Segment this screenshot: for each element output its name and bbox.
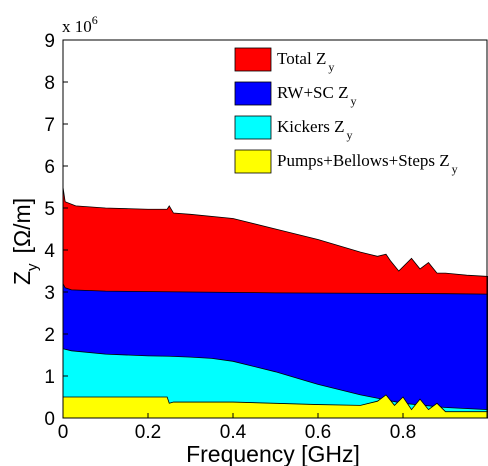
legend-swatch [234,47,272,72]
y-tick-label: 4 [44,241,55,262]
legend-swatch [234,81,272,106]
legend-swatch [234,149,272,174]
axis-ticks-group: 0 0.2 0.4 0.6 0.8 0 1 2 3 4 5 6 7 8 9 [44,31,416,443]
x-tick-label: 0.2 [135,422,161,443]
legend-swatch [234,115,272,140]
y-tick-label: 8 [44,73,55,94]
x-axis-title: Frequency [GHz] [186,441,360,466]
y-tick-label: 1 [44,367,55,388]
y-tick-label: 9 [44,31,55,52]
area-series-4 [62,394,488,419]
y-tick-label: 6 [44,157,55,178]
y-tick-label: 2 [44,325,55,346]
y-tick-label: 7 [44,115,55,136]
plot-frame [62,39,488,419]
x-tick-label: 0.6 [305,422,331,443]
y-tick-label: 0 [44,409,55,430]
area-series-group [62,186,488,419]
y-tick-label: 3 [44,283,55,304]
x-tick-label: 0.4 [220,422,247,443]
y-exponent-label: x 106 [62,13,98,36]
y-tick-label: 5 [44,199,55,220]
x-tick-label: 0.8 [390,422,416,443]
y-axis-title: Zy[Ω/m] [9,198,41,285]
x-tick-label: 0 [58,422,69,443]
